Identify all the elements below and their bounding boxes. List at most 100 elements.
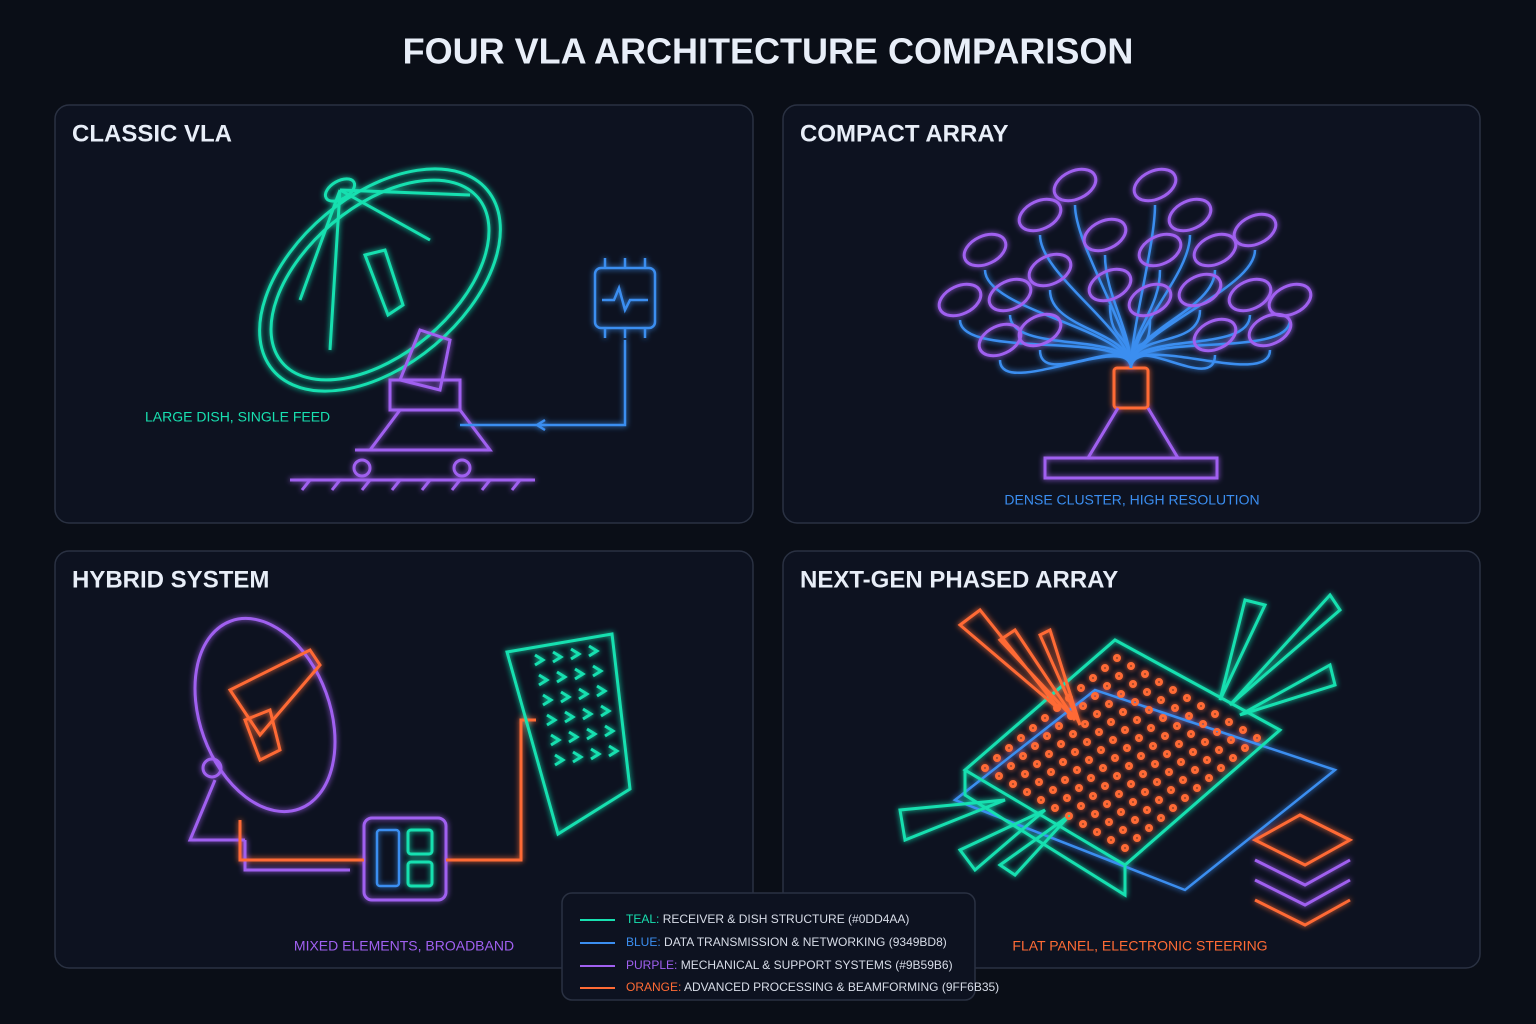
- legend-text: DATA TRANSMISSION & NETWORKING (9349BD8): [664, 935, 947, 949]
- decoration: [590, 747, 602, 761]
- decoration: [1113, 654, 1121, 662]
- decoration: [1119, 708, 1127, 716]
- decoration: [556, 670, 568, 684]
- decoration: [1095, 728, 1103, 736]
- decoration: [1169, 804, 1177, 812]
- decoration: [1232, 212, 1278, 248]
- decoration: [1227, 736, 1235, 744]
- decoration: [1117, 808, 1125, 816]
- panel-title: COMPACT ARRAY: [800, 120, 1008, 147]
- decoration: [1137, 232, 1183, 268]
- decoration: [550, 733, 562, 747]
- decoration: [1125, 762, 1133, 770]
- decoration: [1225, 718, 1233, 726]
- decoration: [1045, 750, 1053, 758]
- decoration: [534, 653, 546, 667]
- decoration: [1217, 764, 1225, 772]
- decoration: [1085, 756, 1093, 764]
- decoration: [1127, 282, 1173, 318]
- decoration: [1157, 696, 1165, 704]
- decoration: [1177, 272, 1223, 308]
- decoration: [1059, 758, 1067, 766]
- decoration: [1097, 746, 1105, 754]
- decoration: [592, 664, 604, 678]
- decoration: [572, 750, 584, 764]
- decoration: [962, 232, 1008, 268]
- decoration: [1189, 748, 1197, 756]
- panel-title: HYBRID SYSTEM: [72, 566, 269, 593]
- decoration: [1035, 778, 1043, 786]
- decoration: [1241, 744, 1249, 752]
- decoration: [1129, 798, 1137, 806]
- decoration: [1199, 720, 1207, 728]
- decoration: [1057, 740, 1065, 748]
- decoration: [995, 772, 1003, 780]
- decoration: [1183, 694, 1191, 702]
- decoration: [1119, 826, 1127, 834]
- decoration: [552, 650, 564, 664]
- decoration: [1067, 712, 1075, 720]
- decoration: [1167, 197, 1213, 233]
- svg-text:BLUE: DATA TRANSMISSION & NETW: BLUE: DATA TRANSMISSION & NETWORKING (93…: [626, 935, 947, 949]
- decoration: [1131, 698, 1139, 706]
- decoration: [1009, 780, 1017, 788]
- decoration: [1137, 752, 1145, 760]
- decoration: [574, 667, 586, 681]
- decoration: [1227, 277, 1273, 313]
- phased-array-illustration: [898, 592, 1354, 927]
- panel-caption: FLAT PANEL, ELECTRONIC STEERING: [1012, 938, 1267, 954]
- decoration: [1167, 786, 1175, 794]
- decoration: [1041, 714, 1049, 722]
- decoration: [554, 753, 566, 767]
- panel-caption: MIXED ELEMENTS, BROADBAND: [294, 938, 514, 954]
- page-title: FOUR VLA ARCHITECTURE COMPARISON: [403, 31, 1134, 72]
- decoration: [1215, 746, 1223, 754]
- decoration: [1017, 734, 1025, 742]
- decoration: [1107, 718, 1115, 726]
- decoration: [1033, 760, 1041, 768]
- decoration: [1075, 784, 1083, 792]
- decoration: [1239, 726, 1247, 734]
- decoration: [1027, 252, 1073, 288]
- decoration: [542, 693, 554, 707]
- decoration: [1193, 784, 1201, 792]
- decoration: [1133, 716, 1141, 724]
- decoration: [1031, 742, 1039, 750]
- decoration: [1169, 686, 1177, 694]
- decoration: [1091, 810, 1099, 818]
- decoration: [1007, 762, 1015, 770]
- decoration: [1079, 820, 1087, 828]
- decoration: [1201, 738, 1209, 746]
- decoration: [1145, 824, 1153, 832]
- svg-text:TEAL: RECEIVER & DISH STRUCTUR: TEAL: RECEIVER & DISH STRUCTURE (#0DD4AA…: [626, 912, 909, 926]
- legend-box: [561, 892, 976, 1001]
- decoration: [1177, 758, 1185, 766]
- decoration: [1093, 828, 1101, 836]
- decoration: [1139, 770, 1147, 778]
- decoration: [1175, 740, 1183, 748]
- compact-array-illustration: [937, 167, 1313, 480]
- decoration: [1061, 776, 1069, 784]
- panel-caption: DENSE CLUSTER, HIGH RESOLUTION: [1004, 492, 1259, 508]
- decoration: [1121, 844, 1129, 852]
- decoration: [1129, 349, 1272, 369]
- panel-title: NEXT-GEN PHASED ARRAY: [800, 566, 1118, 593]
- decoration: [987, 277, 1033, 313]
- decoration: [1113, 772, 1121, 780]
- decoration: [1129, 680, 1137, 688]
- decoration: [1127, 780, 1135, 788]
- decoration: [1211, 710, 1219, 718]
- panel-caption: LARGE DISH, SINGLE FEED: [145, 409, 330, 425]
- decoration: [1149, 742, 1157, 750]
- legend-name: ORANGE:: [626, 980, 681, 994]
- decoration: [1115, 672, 1123, 680]
- decoration: [1163, 750, 1171, 758]
- decoration: [1159, 714, 1167, 722]
- decoration: [981, 764, 989, 772]
- decoration: [1051, 804, 1059, 812]
- decoration: [1048, 289, 1133, 369]
- decoration: [560, 690, 572, 704]
- decoration: [1101, 664, 1109, 672]
- svg-text:PURPLE: MECHANICAL & SUPPORT S: PURPLE: MECHANICAL & SUPPORT SYSTEMS (#9…: [626, 958, 953, 972]
- decoration: [1132, 167, 1178, 203]
